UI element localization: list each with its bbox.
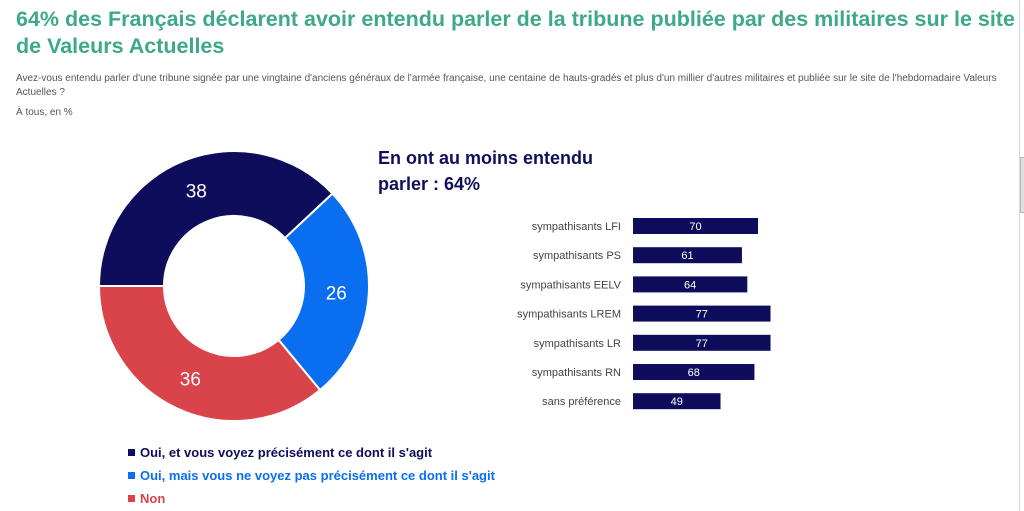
scrollbar-thumb[interactable] [1020, 157, 1024, 213]
bar [633, 247, 742, 264]
legend-label: Non [140, 491, 166, 506]
bar-value-label: 61 [681, 250, 693, 262]
donut-label: 36 [180, 370, 201, 391]
legend-label: Oui, et vous voyez précisément ce dont i… [140, 445, 433, 460]
bar [633, 334, 771, 351]
bar-category-label: sympathisants EELV [520, 279, 621, 291]
bar-value-label: 68 [688, 367, 700, 379]
bar-value-label: 77 [696, 338, 708, 350]
bar-category-label: sympathisants LR [534, 338, 621, 350]
bar-category-label: sympathisants LREM [517, 309, 621, 321]
donut-label: 38 [186, 182, 207, 203]
bar [633, 364, 755, 380]
highlight-heading: En ont au moins entendu parler : 64% [378, 148, 593, 194]
page-title: 64% des Français déclarent avoir entendu… [16, 7, 1015, 58]
bar [633, 276, 748, 293]
donut-slice-1 [277, 192, 370, 392]
window-edge [1019, 0, 1020, 511]
bar-value-label: 77 [696, 309, 708, 321]
bar-value-label: 70 [689, 221, 701, 233]
legend-swatch [128, 495, 135, 502]
bar-category-label: sympathisants RN [532, 367, 621, 379]
bar-value-label: 64 [684, 279, 696, 291]
question-text: Avez-vous entendu parler d'une tribune s… [16, 73, 997, 98]
legend-item: Oui, et vous voyez précisément ce dont i… [128, 441, 495, 464]
legend-item: Non [128, 487, 495, 510]
bar [633, 305, 771, 322]
donut-slice-0 [97, 150, 334, 287]
bar [633, 393, 721, 410]
legend-swatch [128, 449, 135, 456]
bar [633, 218, 759, 234]
legend: Oui, et vous voyez précisément ce dont i… [128, 441, 495, 510]
bar-value-label: 49 [671, 396, 683, 408]
legend-swatch [128, 472, 135, 479]
legend-item: Oui, mais vous ne voyez pas précisément … [128, 464, 495, 487]
bar-category-label: sympathisants LFI [532, 221, 621, 233]
donut-label: 26 [326, 283, 347, 304]
base-note: À tous, en % [16, 107, 73, 118]
bar-category-label: sympathisants PS [533, 250, 621, 262]
legend-label: Oui, mais vous ne voyez pas précisément … [140, 468, 495, 483]
donut-slice-2 [97, 285, 322, 422]
bar-category-label: sans préférence [542, 396, 621, 408]
